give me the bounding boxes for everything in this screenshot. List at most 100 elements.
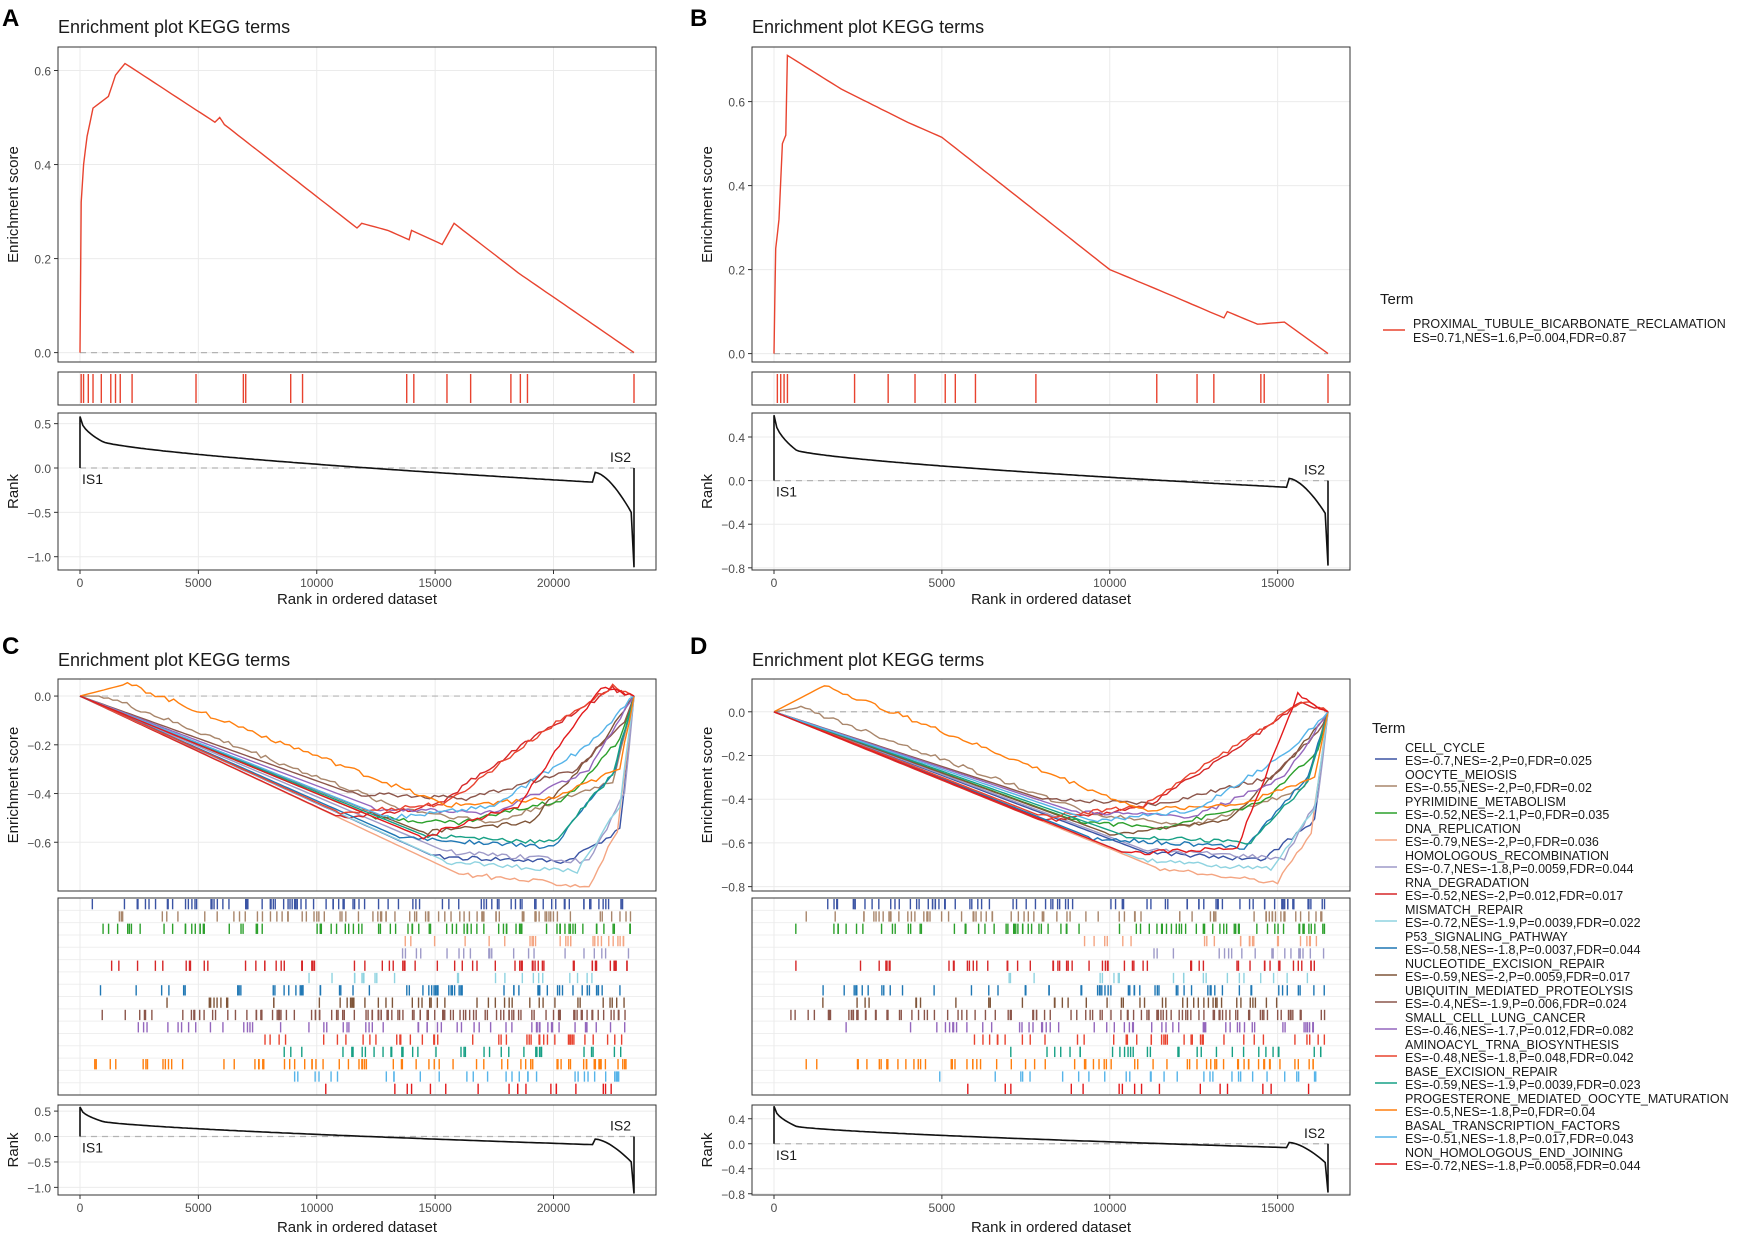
hit-subplot — [751, 897, 1351, 1096]
panel-label: C — [2, 633, 19, 660]
es-subplot: 0.0 −0.2 −0.4 −0.6 −0.8 Enrichment score — [699, 678, 1351, 895]
es-curve-non-homologous-end-joining — [773, 691, 1329, 856]
hit-panel-border — [57, 897, 657, 1096]
y-tick-label: 0.6 — [728, 96, 745, 110]
es-curve-small-cell-lung-cancer — [773, 711, 1329, 819]
y-tick-label: 0.4 — [728, 180, 745, 194]
x-tick-label: 5000 — [185, 576, 212, 590]
y-axis-label-es: Enrichment score — [699, 146, 716, 263]
legend-term-name: OOCYTE_MEIOSIS — [1405, 768, 1517, 782]
x-tick-label: 15000 — [418, 1201, 452, 1215]
x-tick-label: 10000 — [300, 1201, 334, 1215]
es-panel-border — [751, 678, 1351, 892]
hit-subplot — [751, 371, 1351, 406]
x-tick-label: 0 — [77, 1201, 84, 1215]
legend-term-name: PROXIMAL_TUBULE_BICARBONATE_RECLAMATION — [1413, 317, 1726, 331]
legend-term-stats: ES=0.71,NES=1.6,P=0.004,FDR=0.87 — [1413, 331, 1626, 345]
panel-label: A — [2, 5, 19, 32]
y-tick-label: −0.2 — [721, 749, 745, 763]
y-tick-label: −0.8 — [721, 1188, 745, 1202]
rank-panel-border — [57, 1104, 657, 1196]
legend-term-name: P53_SIGNALING_PATHWAY — [1405, 930, 1568, 944]
legend-term-stats: ES=-0.7,NES=-2,P=0,FDR=0.025 — [1405, 754, 1592, 768]
x-tick-label: 20000 — [537, 576, 571, 590]
y-axis-label-rank: Rank — [5, 473, 22, 509]
legend-term-name: BASE_EXCISION_REPAIR — [1405, 1065, 1558, 1079]
y-tick-label: −0.8 — [721, 881, 745, 895]
es-curve-ubiquitin-mediated-proteolysis — [773, 711, 1329, 807]
legend-term-stats: ES=-0.7,NES=-1.8,P=0.0059,FDR=0.044 — [1405, 862, 1634, 876]
legend-term-name: NUCLEOTIDE_EXCISION_REPAIR — [1405, 957, 1605, 971]
es-curve-non-homologous-end-joining — [79, 686, 635, 840]
y-tick-label: −0.4 — [721, 1163, 745, 1177]
es-panel-border — [57, 678, 657, 892]
es-curve-dna-replication — [79, 695, 635, 888]
x-axis-label: Rank in ordered dataset — [277, 1219, 438, 1236]
legend-term-stats: ES=-0.51,NES=-1.8,P=0.017,FDR=0.043 — [1405, 1132, 1634, 1146]
es-curve-cell-cycle — [773, 711, 1329, 862]
y-tick-label: 0.5 — [34, 1105, 51, 1119]
legend-term-name: MISMATCH_REPAIR — [1405, 903, 1523, 917]
panel-title: Enrichment plot KEGG terms — [58, 17, 290, 37]
y-tick-label: −0.8 — [721, 562, 745, 576]
is1-label: IS1 — [82, 471, 103, 487]
y-tick-label: −0.4 — [721, 518, 745, 532]
legend-term-name: PYRIMIDINE_METABOLISM — [1405, 795, 1566, 809]
panel-title: Enrichment plot KEGG terms — [752, 650, 984, 670]
es-curve-progesterone-mediated-oocyte-maturation — [79, 681, 635, 808]
rank-subplot: IS1 IS2 0.5 0.0 −0.5 −1.0 Rank 0 5000 10000 15000 2… — [5, 412, 657, 608]
legend-term-name: BASAL_TRANSCRIPTION_FACTORS — [1405, 1119, 1620, 1133]
x-tick-label: 15000 — [1261, 1201, 1295, 1215]
panel-b: B Enrichment plot KEGG terms 0.0 0.2 0.4 0.6 E… — [690, 5, 1351, 608]
legend-term-stats: ES=-0.52,NES=-2.1,P=0,FDR=0.035 — [1405, 808, 1609, 822]
es-curve-aminoacyl-trna-biosynthesis — [79, 683, 635, 815]
x-tick-label: 5000 — [929, 1201, 956, 1215]
is2-label: IS2 — [1304, 462, 1325, 478]
rank-curve — [773, 415, 1329, 566]
es-curve-mismatch-repair — [79, 695, 635, 875]
rank-subplot: IS1 IS2 0.4 0.0 −0.4 −0.8 Rank 0 5000 10000 15000 R… — [699, 1104, 1351, 1236]
y-tick-label: 0.4 — [34, 159, 51, 173]
es-curve-homologous-recombination — [773, 711, 1329, 861]
x-tick-label: 10000 — [1093, 1201, 1127, 1215]
legend-term-stats: ES=-0.72,NES=-1.9,P=0.0039,FDR=0.022 — [1405, 916, 1641, 930]
is2-label: IS2 — [610, 1118, 631, 1134]
x-tick-label: 5000 — [185, 1201, 212, 1215]
y-tick-label: −1.0 — [27, 1181, 51, 1195]
x-tick-label: 10000 — [300, 576, 334, 590]
y-tick-label: 0.4 — [728, 431, 745, 445]
legend-term-name: HOMOLOGOUS_RECOMBINATION — [1405, 849, 1609, 863]
x-tick-label: 15000 — [1261, 576, 1295, 590]
y-tick-label: 0.0 — [728, 1138, 745, 1152]
is1-label: IS1 — [776, 484, 797, 500]
x-tick-label: 5000 — [929, 576, 956, 590]
is2-label: IS2 — [610, 449, 631, 465]
x-axis-label: Rank in ordered dataset — [971, 1219, 1132, 1236]
legend-term-stats: ES=-0.58,NES=-1.8,P=0.0037,FDR=0.044 — [1405, 943, 1641, 957]
hit-panel-border — [57, 371, 657, 406]
x-axis-label: Rank in ordered dataset — [277, 591, 438, 608]
hit-panel-border — [751, 897, 1351, 1096]
y-tick-label: −0.2 — [27, 739, 51, 753]
legend-term-stats: ES=-0.59,NES=-2,P=0.0059,FDR=0.017 — [1405, 970, 1630, 984]
rank-panel-border — [57, 412, 657, 571]
es-curve-aminoacyl-trna-biosynthesis — [773, 701, 1329, 819]
legend-term-name: RNA_DEGRADATION — [1405, 876, 1529, 890]
panel-d: D Enrichment plot KEGG terms 0.0 −0.2 −0.4 −0… — [690, 633, 1351, 1236]
legend-term-stats: ES=-0.48,NES=-1.8,P=0.048,FDR=0.042 — [1405, 1051, 1634, 1065]
y-tick-label: 0.0 — [34, 1131, 51, 1145]
y-tick-label: −0.5 — [27, 1156, 51, 1170]
is2-label: IS2 — [1304, 1125, 1325, 1141]
x-tick-label: 10000 — [1093, 576, 1127, 590]
y-tick-label: 0.0 — [34, 347, 51, 361]
es-subplot: 0.0 −0.2 −0.4 −0.6 Enrichment score — [5, 678, 657, 892]
panel-c: C Enrichment plot KEGG terms 0.0 −0.2 −0.4 −0… — [2, 633, 657, 1236]
hit-subplot — [57, 371, 657, 406]
panel-title: Enrichment plot KEGG terms — [58, 650, 290, 670]
y-tick-label: 0.4 — [728, 1113, 745, 1127]
legend-term-stats: ES=-0.79,NES=-2,P=0,FDR=0.036 — [1405, 835, 1599, 849]
panel-a: A Enrichment plot KEGG terms 0.0 0.2 0.4 0.6 E… — [2, 5, 657, 608]
es-curve-cell-cycle — [79, 695, 635, 865]
